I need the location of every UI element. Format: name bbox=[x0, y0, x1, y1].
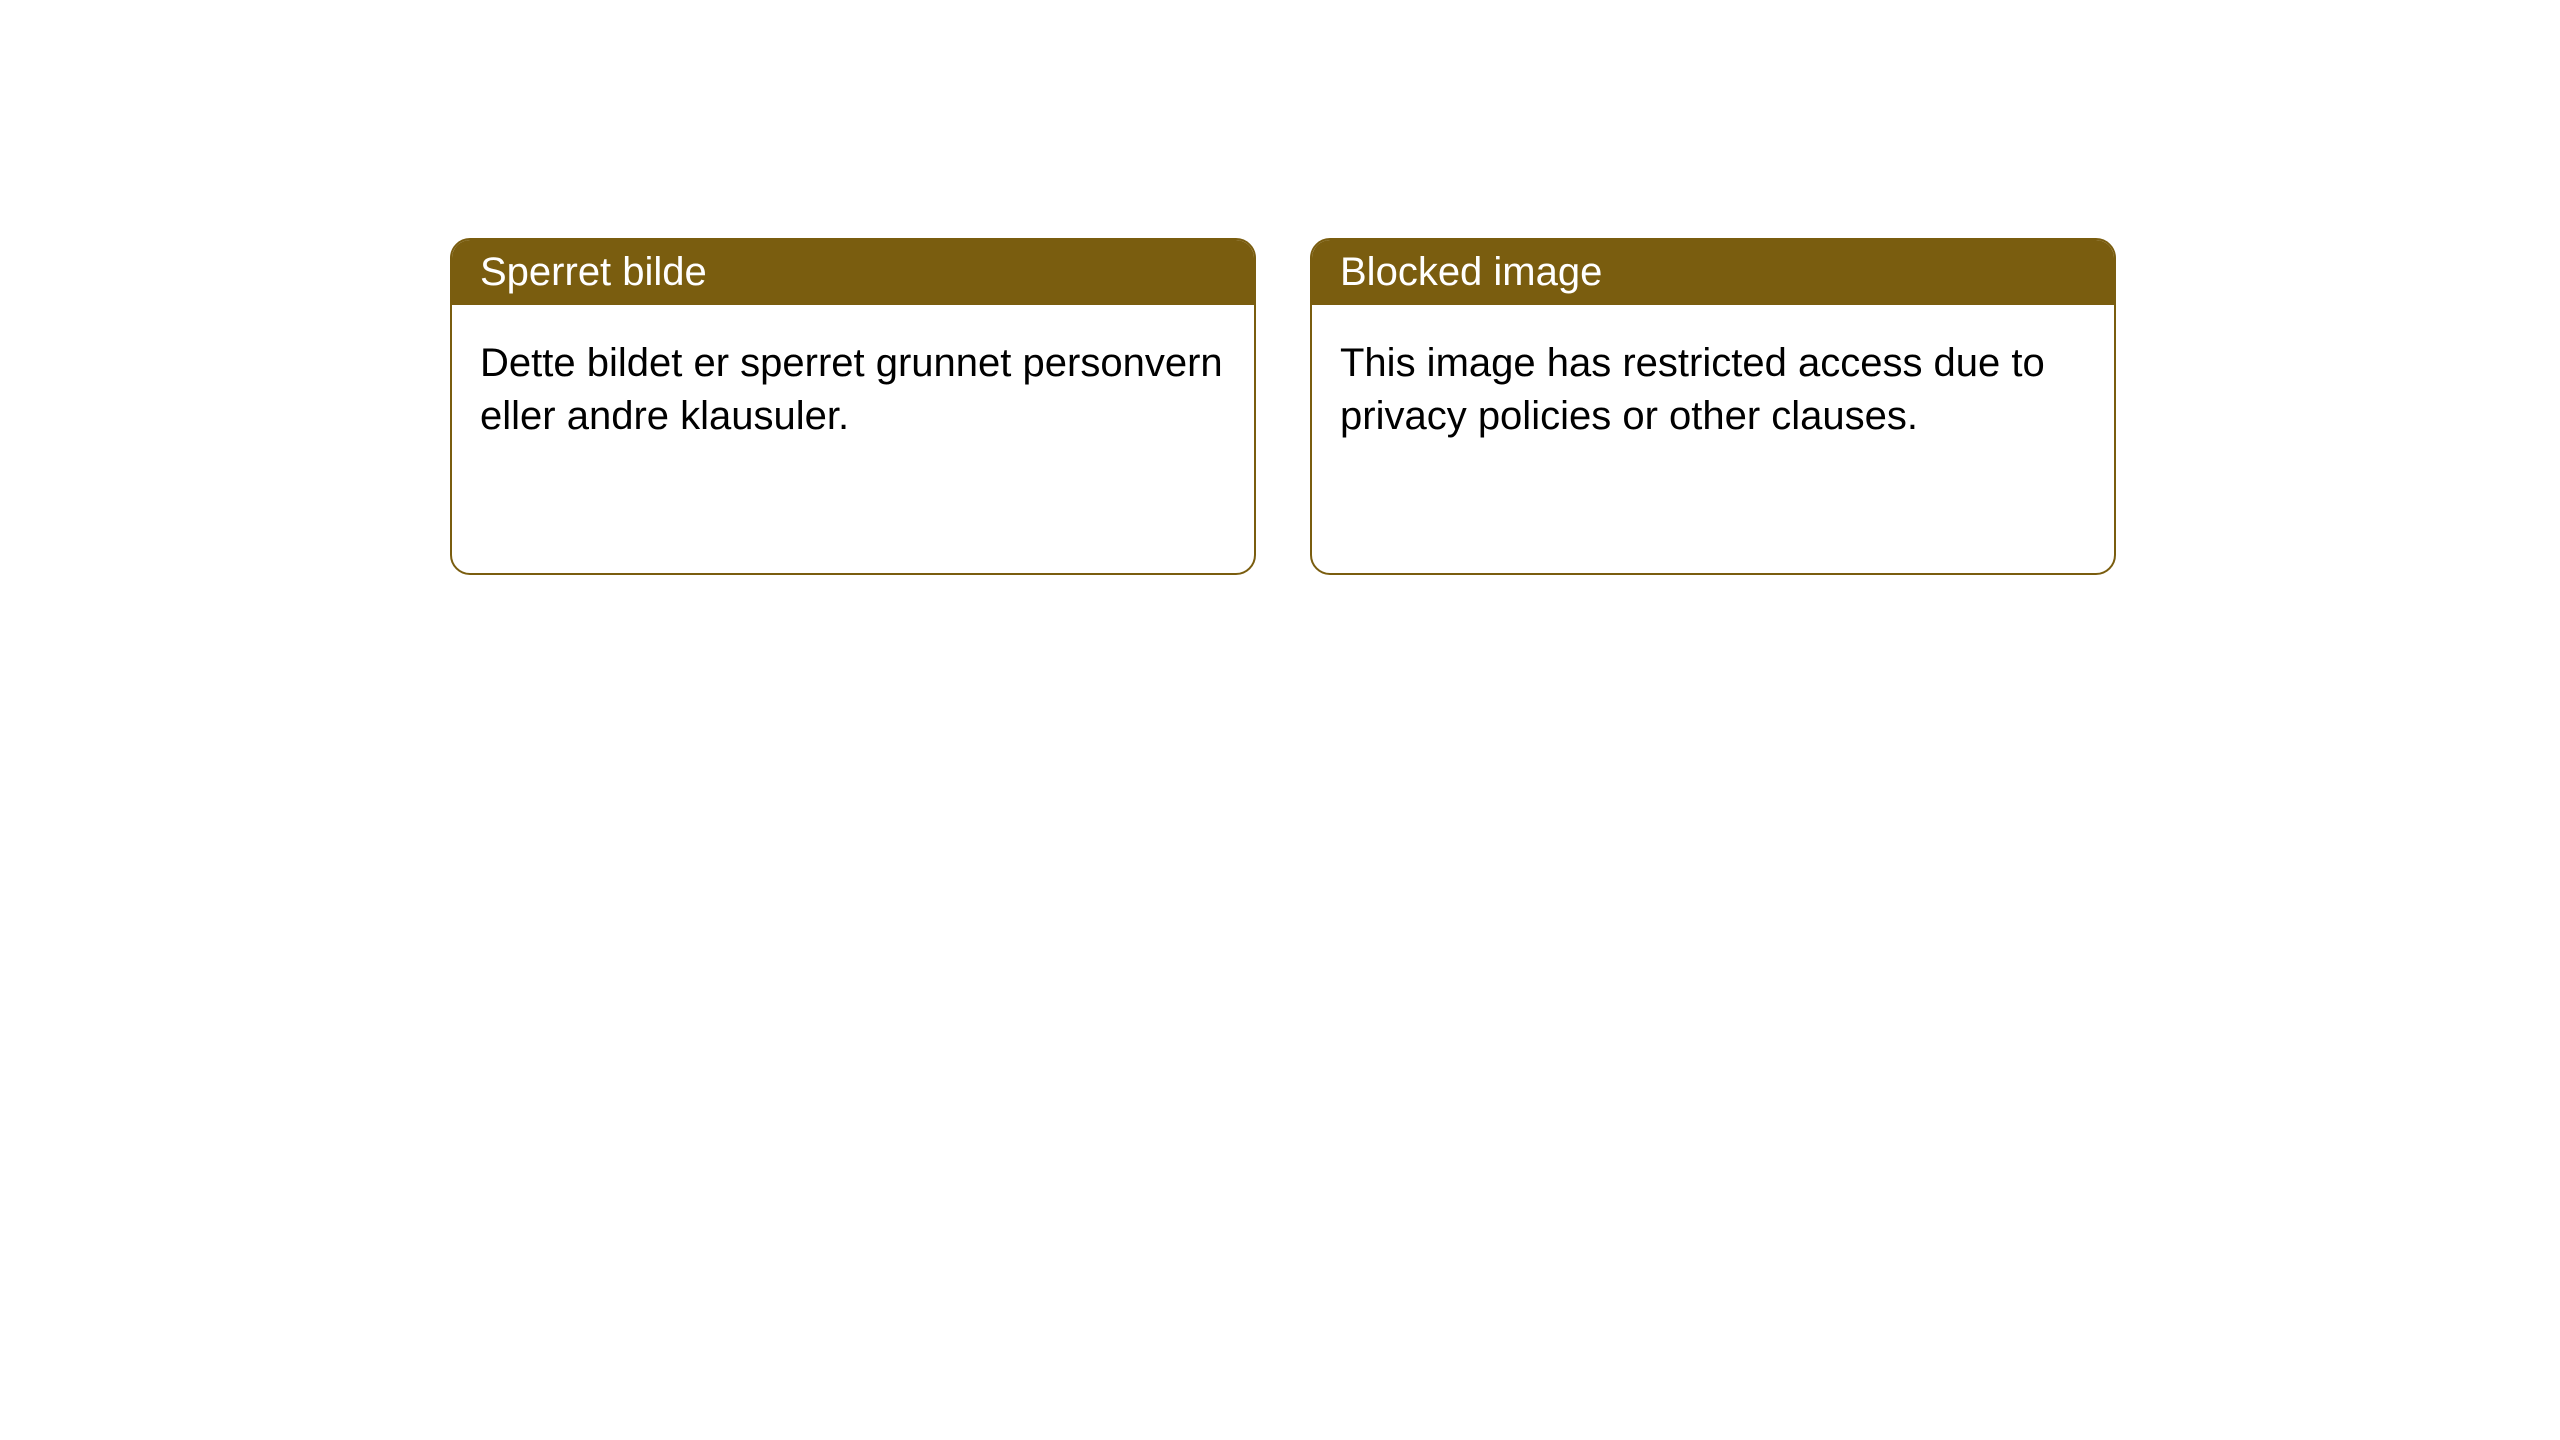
notice-card-header: Blocked image bbox=[1312, 240, 2114, 305]
notice-cards-container: Sperret bilde Dette bildet er sperret gr… bbox=[450, 238, 2116, 575]
notice-card-body: Dette bildet er sperret grunnet personve… bbox=[452, 305, 1254, 475]
notice-card-header: Sperret bilde bbox=[452, 240, 1254, 305]
notice-card-english: Blocked image This image has restricted … bbox=[1310, 238, 2116, 575]
notice-card-norwegian: Sperret bilde Dette bildet er sperret gr… bbox=[450, 238, 1256, 575]
notice-card-body: This image has restricted access due to … bbox=[1312, 305, 2114, 475]
